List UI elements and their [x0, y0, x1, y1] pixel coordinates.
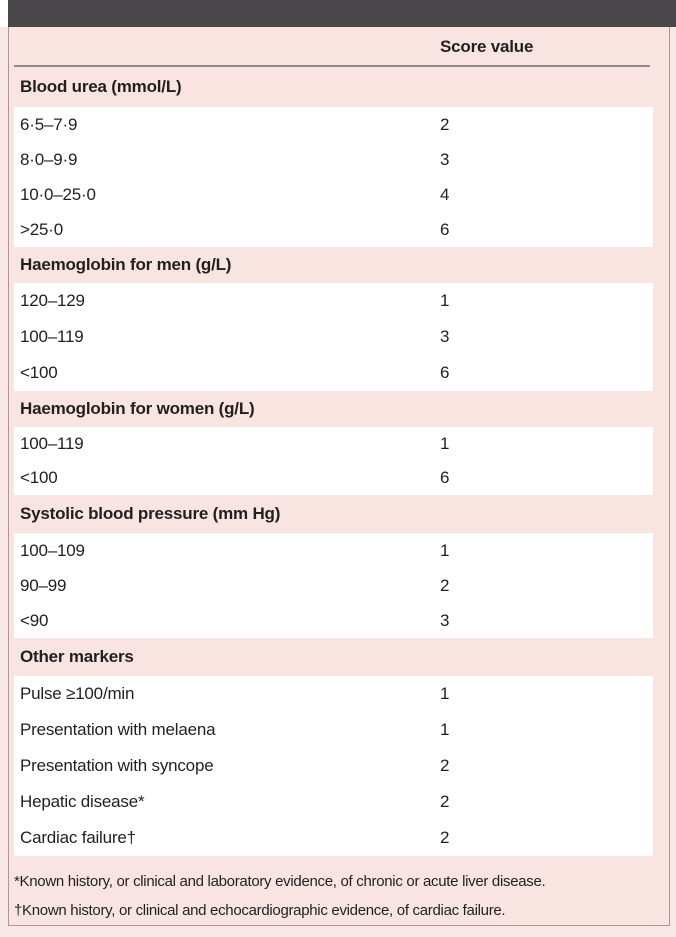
- row-score: 1: [440, 540, 450, 560]
- table-row: Presentation with syncope 2: [14, 748, 653, 784]
- row-label: 120–129: [20, 291, 85, 310]
- row-label: 90–99: [20, 575, 67, 595]
- row-score: 3: [440, 149, 450, 169]
- row-label: <100: [20, 468, 58, 487]
- row-label: Cardiac failure†: [20, 828, 136, 847]
- table-row: 100–119 3: [14, 319, 653, 355]
- table-row: 6·5–7·9 2: [14, 107, 653, 142]
- table-row: 100–109 1: [14, 533, 653, 568]
- row-label: Presentation with melaena: [20, 720, 216, 739]
- row-score: 3: [440, 610, 450, 630]
- row-score: 6: [440, 468, 450, 487]
- row-label: 6·5–7·9: [20, 114, 78, 134]
- top-bar: [8, 0, 676, 27]
- row-label: Pulse ≥100/min: [20, 684, 135, 703]
- table-row: 120–129 1: [14, 283, 653, 319]
- section-rows-blood-urea: 6·5–7·9 2 8·0–9·9 3 10·0–25·0 4 >25·0 6: [14, 107, 653, 247]
- section-header-haemoglobin-women: Haemoglobin for women (g/L): [20, 399, 255, 418]
- section-header-systolic-bp: Systolic blood pressure (mm Hg): [20, 504, 281, 523]
- table-row: 100–119 1: [14, 427, 653, 461]
- table-row: 8·0–9·9 3: [14, 142, 653, 177]
- row-label: >25·0: [20, 219, 63, 239]
- section-rows-other-markers: Pulse ≥100/min 1 Presentation with melae…: [14, 676, 653, 856]
- table-row: Pulse ≥100/min 1: [14, 676, 653, 712]
- row-score: 2: [440, 575, 450, 595]
- section-rows-systolic-bp: 100–109 1 90–99 2 <90 3: [14, 533, 653, 638]
- table-row: 10·0–25·0 4: [14, 177, 653, 212]
- row-score: 1: [440, 434, 450, 453]
- row-score: 2: [440, 756, 450, 775]
- section-header-blood-urea: Blood urea (mmol/L): [20, 77, 182, 96]
- row-score: 1: [440, 720, 450, 739]
- table-row: Cardiac failure† 2: [14, 820, 653, 856]
- footnotes: *Known history, or clinical and laborato…: [9, 856, 669, 925]
- row-label: 100–119: [20, 434, 84, 453]
- row-label: <100: [20, 363, 58, 382]
- section-rows-haemoglobin-women: 100–119 1 <100 6: [14, 427, 653, 495]
- table-row: <90 3: [14, 603, 653, 638]
- table-row: <100 6: [14, 461, 653, 495]
- row-score: 2: [440, 828, 450, 847]
- table-header-row: Score value: [9, 27, 669, 67]
- row-score: 2: [440, 114, 450, 134]
- row-label: 8·0–9·9: [20, 149, 78, 169]
- row-score: 1: [440, 291, 450, 310]
- row-score: 1: [440, 684, 450, 703]
- footnote: †Known history, or clinical and echocard…: [14, 902, 506, 919]
- footnote: *Known history, or clinical and laborato…: [14, 873, 546, 890]
- row-score: 3: [440, 327, 450, 346]
- row-score: 6: [440, 363, 450, 382]
- table-row: <100 6: [14, 355, 653, 391]
- row-score: 6: [440, 219, 450, 239]
- score-value-column-header: Score value: [440, 37, 534, 56]
- row-score: 4: [440, 184, 450, 204]
- table-row: 90–99 2: [14, 568, 653, 603]
- section-rows-haemoglobin-men: 120–129 1 100–119 3 <100 6: [14, 283, 653, 391]
- table-row: Hepatic disease* 2: [14, 784, 653, 820]
- header-rule: [14, 65, 650, 67]
- row-label: 100–109: [20, 540, 85, 560]
- row-label: Presentation with syncope: [20, 756, 214, 775]
- section-header-other-markers: Other markers: [20, 647, 134, 666]
- table-row: >25·0 6: [14, 212, 653, 247]
- row-label: 10·0–25·0: [20, 184, 96, 204]
- table-row: Presentation with melaena 1: [14, 712, 653, 748]
- row-score: 2: [440, 792, 450, 811]
- row-label: <90: [20, 610, 49, 630]
- row-label: 100–119: [20, 327, 84, 346]
- row-label: Hepatic disease*: [20, 792, 145, 811]
- table-panel: Score value Blood urea (mmol/L) 6·5–7·9 …: [8, 27, 670, 926]
- section-header-haemoglobin-men: Haemoglobin for men (g/L): [20, 255, 232, 274]
